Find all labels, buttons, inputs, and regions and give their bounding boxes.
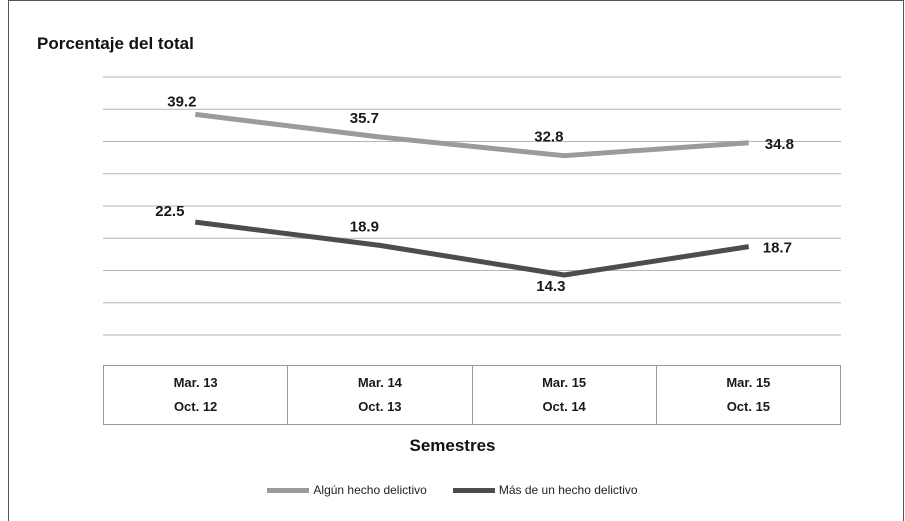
legend-item: Más de un hecho delictivo [452,483,638,497]
category-axis-table: Mar. 13 Oct. 12 Mar. 14 Oct. 13 Mar. 15 … [103,365,841,425]
data-label: 32.8 [534,129,563,146]
y-axis-title: Porcentaje del total [37,34,194,53]
data-label: 14.3 [536,278,565,295]
category-cell: Mar. 13 Oct. 12 [104,366,287,424]
data-label: 39.2 [167,93,196,110]
category-label-bottom: Oct. 14 [542,399,586,414]
chart-frame [8,0,904,521]
series-line [194,219,750,278]
category-label-bottom: Oct. 15 [726,399,771,414]
data-label: 18.9 [350,218,379,235]
legend: Algún hecho delictivo Más de un hecho de… [0,483,905,497]
category-cell: Mar. 15 Oct. 14 [471,366,656,424]
category-label-bottom: Oct. 13 [358,399,402,414]
data-label: 18.7 [763,240,792,257]
data-label: 35.7 [350,110,379,127]
legend-label: Algún hecho delictivo [313,483,427,497]
category-cell: Mar. 14 Oct. 13 [287,366,471,424]
x-axis-title: Semestres [409,436,496,455]
series-line [194,111,749,159]
legend-swatch [452,487,495,493]
category-label-top: Mar. 14 [357,375,402,390]
data-label: 34.8 [765,136,794,153]
legend-item: Algún hecho delictivo [267,483,427,497]
legend-label: Más de un hecho delictivo [498,483,638,497]
category-label-top: Mar. 15 [542,375,587,390]
legend-swatch [267,487,310,493]
category-label-top: Mar. 15 [726,375,771,390]
category-cell: Mar. 15 Oct. 15 [655,366,840,424]
data-label: 22.5 [155,203,184,220]
category-label-top: Mar. 13 [173,375,218,390]
category-label-bottom: Oct. 12 [173,399,218,414]
